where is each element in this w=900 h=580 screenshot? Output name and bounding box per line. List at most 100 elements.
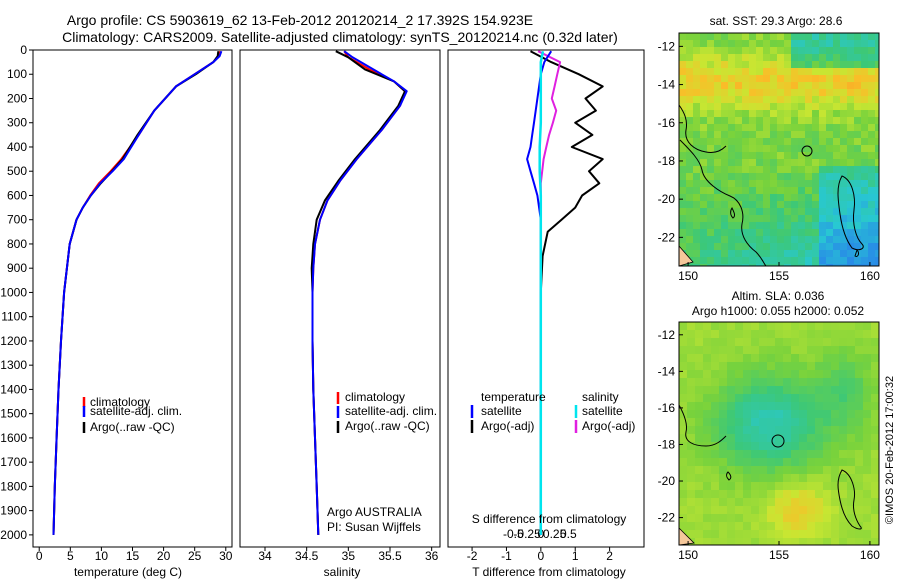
series-s-argo: [537, 50, 562, 535]
sst-cell: [777, 222, 784, 229]
sst-cell: [721, 54, 728, 61]
sst-cell: [868, 145, 875, 152]
sla-cell: [823, 330, 831, 338]
sla-cell: [791, 442, 799, 450]
sla-cell: [711, 378, 719, 386]
sst-cell: [833, 187, 840, 194]
sla-cell: [783, 386, 791, 394]
sla-cell: [759, 442, 767, 450]
sst-cell: [770, 229, 777, 236]
sst-cell: [868, 166, 875, 173]
sst-cell: [686, 138, 693, 145]
sla-cell: [735, 410, 743, 418]
sst-cell: [875, 110, 879, 117]
sst-cell: [749, 229, 756, 236]
sst-cell: [875, 166, 879, 173]
sla-cell: [799, 538, 807, 545]
sst-cell: [679, 187, 686, 194]
sst-cell: [686, 264, 693, 266]
sst-cell: [791, 117, 798, 124]
sst-cell: [728, 54, 735, 61]
sst-cell: [819, 103, 826, 110]
x-tick-label: 30: [219, 549, 233, 563]
sla-cell: [871, 378, 879, 386]
sla-cell: [679, 466, 687, 474]
legend-t-satellite: satellite: [481, 404, 522, 418]
sst-cell: [763, 68, 770, 75]
salinity-xticks: 34 34.5 35 35.5 36: [258, 547, 439, 563]
sst-cell: [714, 82, 721, 89]
sst-cell: [798, 243, 805, 250]
sst-cell: [742, 68, 749, 75]
sst-cell: [805, 40, 812, 47]
sla-cell: [743, 330, 751, 338]
sst-cell: [700, 47, 707, 54]
sla-cell: [711, 522, 719, 530]
sst-cell: [756, 159, 763, 166]
sst-cell: [826, 229, 833, 236]
sst-cell: [679, 54, 686, 61]
sst-cell: [721, 250, 728, 257]
sla-cell: [847, 418, 855, 426]
sst-cell: [847, 33, 854, 40]
sla-cell: [815, 322, 823, 330]
legend-t-argo: Argo(-adj): [481, 419, 534, 433]
sst-cell: [700, 138, 707, 145]
sst-cell: [868, 89, 875, 96]
sla-cell: [791, 450, 799, 458]
sst-cell: [742, 89, 749, 96]
sst-cell: [854, 264, 861, 266]
sst-cell: [791, 54, 798, 61]
sst-cell: [763, 54, 770, 61]
sst-cell: [875, 117, 879, 124]
sla-cell: [783, 402, 791, 410]
sla-cell: [735, 538, 743, 545]
sst-cell: [868, 264, 875, 266]
sla-cell: [831, 330, 839, 338]
sla-cell: [751, 466, 759, 474]
x-tick-label: 36: [425, 549, 439, 563]
sst-cell: [700, 215, 707, 222]
sst-cell: [777, 173, 784, 180]
sla-cell: [735, 450, 743, 458]
sst-cell: [875, 159, 879, 166]
sla-cell: [799, 378, 807, 386]
y-tick-label: 200: [7, 91, 27, 105]
sst-cell: [763, 145, 770, 152]
sla-cell: [743, 506, 751, 514]
sla-cell: [703, 378, 711, 386]
sla-cell: [727, 418, 735, 426]
sst-cell: [868, 152, 875, 159]
sst-cell: [861, 82, 868, 89]
sst-cell: [679, 222, 686, 229]
sst-cell: [805, 47, 812, 54]
sla-cell: [871, 410, 879, 418]
sst-cell: [840, 243, 847, 250]
sla-cell: [751, 410, 759, 418]
sla-cell: [807, 450, 815, 458]
sst-cell: [791, 131, 798, 138]
sst-cell: [756, 47, 763, 54]
sst-cell: [756, 173, 763, 180]
sla-cell: [679, 418, 687, 426]
sla-cell: [735, 426, 743, 434]
sla-cell: [687, 394, 695, 402]
sst-cell: [840, 47, 847, 54]
sla-cell: [735, 514, 743, 522]
sla-cell: [791, 378, 799, 386]
sst-cell: [777, 124, 784, 131]
sst-cell: [679, 117, 686, 124]
sla-cell: [711, 386, 719, 394]
sla-cell: [775, 442, 783, 450]
sla-cell: [719, 362, 727, 370]
sst-cell: [791, 215, 798, 222]
sst-cell: [714, 201, 721, 208]
sst-cell: [728, 264, 735, 266]
sst-cell: [784, 89, 791, 96]
sst-cell: [847, 201, 854, 208]
sla-cell: [847, 394, 855, 402]
sla-cell: [767, 450, 775, 458]
sla-cell: [679, 426, 687, 434]
sla-cell: [847, 490, 855, 498]
sst-cell: [735, 250, 742, 257]
